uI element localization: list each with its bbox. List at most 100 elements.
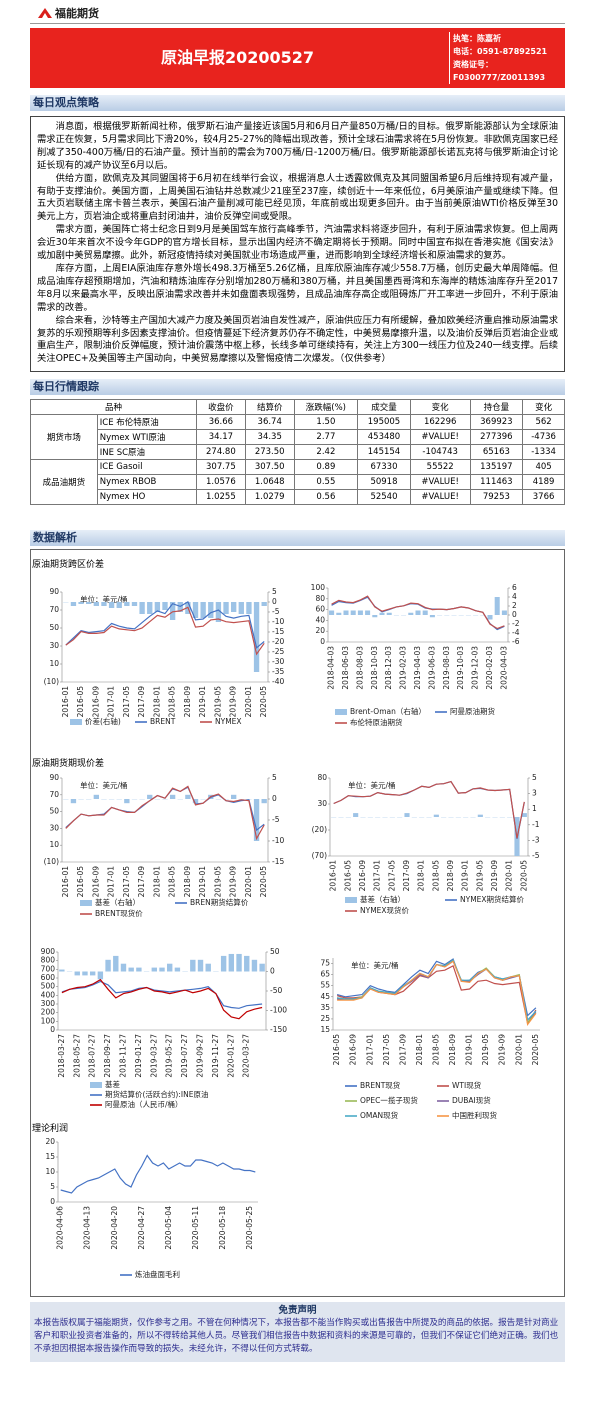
legend-swatch	[90, 1082, 102, 1088]
bar	[408, 612, 414, 615]
x-tick-label: 2017-05	[382, 1034, 391, 1066]
bar	[78, 602, 84, 604]
x-tick-label: 2016-05	[343, 860, 352, 892]
y-tick-label: 15	[45, 1152, 55, 1161]
y-tick-label: 10	[49, 840, 59, 849]
bar	[487, 615, 493, 620]
section-header: 每日行情跟踪	[30, 379, 565, 395]
legend-label: 炼油盘面毛利	[135, 1269, 180, 1279]
y-tick-label: 80	[315, 594, 325, 603]
legend-label: BREN期货结算价	[190, 897, 249, 907]
bar	[253, 602, 260, 672]
y-tick-label: (10)	[44, 857, 59, 866]
report-title: 原油早报20200527	[160, 48, 315, 67]
y2-tick-label: -1	[532, 820, 540, 829]
x-tick-label: 2019-05	[213, 686, 222, 718]
bar	[70, 799, 77, 804]
x-tick-label: 2020-04-13	[83, 1206, 92, 1250]
bar	[169, 602, 176, 620]
bar	[101, 602, 107, 606]
x-tick-label: 2018-09	[446, 860, 455, 892]
table-cell: 1.0648	[244, 474, 295, 490]
y2-tick-label: 0	[512, 610, 517, 619]
bar	[205, 963, 211, 972]
y2-tick-label: -10	[272, 617, 284, 626]
x-tick-label: 2019-09	[229, 866, 238, 898]
table-row: INE SC原油 274.80 273.50 2.42 145154 -104743 651…	[31, 444, 565, 460]
table-cell: -1334	[522, 444, 565, 460]
y2-tick-label: -35	[272, 667, 284, 676]
paragraph: 库存方面，上周EIA原油库存意外增长498.3万桶至5.26亿桶，且库欣原油库存…	[37, 262, 558, 313]
bar	[70, 602, 77, 606]
y-tick-label: 400	[41, 990, 56, 999]
x-tick-label: 2020-02-03	[485, 646, 494, 690]
y-tick-label: 35	[320, 1003, 330, 1012]
table-cell: 3766	[522, 489, 565, 505]
table-cell: ICE Gasoil	[96, 459, 197, 475]
y-tick-label: 70	[49, 605, 59, 614]
paragraph: 消息面，根据俄罗斯新闻社称，俄罗斯石油产量接近该国5月和6月日产量850万桶/日…	[37, 121, 558, 171]
x-tick-label: 2018-09	[183, 866, 192, 898]
bar	[422, 610, 428, 615]
series-line	[60, 1154, 256, 1194]
x-tick-label: 2018-05	[432, 1034, 441, 1066]
legend-label: BRENT现货	[360, 1080, 401, 1090]
legend-label: OPEC一揽子现货	[360, 1095, 418, 1105]
x-tick-label: 2017-01	[107, 686, 116, 718]
y-tick-label: 65	[320, 970, 330, 979]
y2-tick-label: -50	[270, 986, 282, 995]
x-tick-label: 2017-01	[107, 866, 116, 898]
x-tick-label: 2020-04-03	[499, 646, 508, 690]
y-tick-label: 15	[320, 1025, 330, 1034]
y-tick-label: 50	[49, 807, 59, 816]
x-tick-label: 2020-05-25	[245, 1206, 254, 1250]
x-tick-label: 2020-01-27	[226, 1034, 235, 1078]
bar	[105, 959, 111, 972]
y2-tick-label: -15	[272, 627, 284, 636]
bar	[192, 799, 199, 804]
table-row: Nymex HO 1.0255 1.0279 0.56 52540 #VALUE! 7925…	[31, 489, 565, 505]
x-tick-label: 2016-09	[358, 860, 367, 892]
y2-tick-label: -6	[512, 637, 520, 646]
legend-label: 期货结算价(活跃合约):INE原油	[105, 1089, 208, 1099]
bar	[147, 794, 153, 799]
y-tick-label: 800	[41, 956, 56, 965]
x-tick-label: 2017-05	[387, 860, 396, 892]
strategy-text: 消息面，根据俄罗斯新闻社称，俄罗斯石油产量接近该国5月和6月日产量850万桶/日…	[30, 116, 565, 372]
series-line	[65, 601, 265, 649]
y2-tick-label: 1	[532, 804, 537, 813]
x-tick-label: 2018-09	[183, 686, 192, 718]
y2-tick-label: -100	[270, 1006, 287, 1015]
x-tick-label: 2018-01	[417, 860, 426, 892]
x-tick-label: 2017-09	[137, 866, 146, 898]
x-tick-label: 2020-05-04	[164, 1206, 173, 1250]
x-tick-label: 2020-05	[259, 686, 268, 718]
table-row: Nymex RBOB 1.0576 1.0648 0.55 50918 #VALUE! 11…	[31, 474, 565, 490]
bar	[147, 602, 153, 614]
y-tick-label: 80	[317, 773, 327, 782]
chart-area	[30, 549, 565, 1297]
y-tick-label: (20)	[312, 825, 327, 834]
x-tick-label: 2016-05	[76, 686, 85, 718]
bar	[223, 602, 229, 614]
x-tick-label: 2018-11-27	[118, 1034, 127, 1078]
y2-tick-label: -5	[532, 851, 540, 860]
info-line: 电话：0591-87892521	[453, 47, 548, 56]
y2-tick-label: -150	[270, 1025, 287, 1034]
legend-label: 中国胜利现货	[452, 1110, 497, 1120]
x-tick-label: 2017-01	[365, 1034, 374, 1066]
y-tick-label: 45	[320, 992, 330, 1001]
series-line	[65, 606, 265, 656]
author-info: 执笔：陈嘉祈 电话：0591-87892521 资格证号： F0300777/Z…	[449, 32, 569, 84]
bar	[139, 602, 145, 614]
bar	[200, 602, 206, 618]
legend-label: 阿曼原油期货	[450, 706, 495, 716]
divider	[30, 23, 565, 24]
series-line	[337, 960, 537, 1026]
unit-label: 单位：美元/桶	[80, 594, 128, 604]
y-tick-label: 30	[49, 823, 59, 832]
y-tick-label: 100	[41, 1016, 56, 1025]
x-tick-label: 2020-05-11	[191, 1206, 200, 1250]
y2-tick-label: -25	[272, 647, 284, 656]
